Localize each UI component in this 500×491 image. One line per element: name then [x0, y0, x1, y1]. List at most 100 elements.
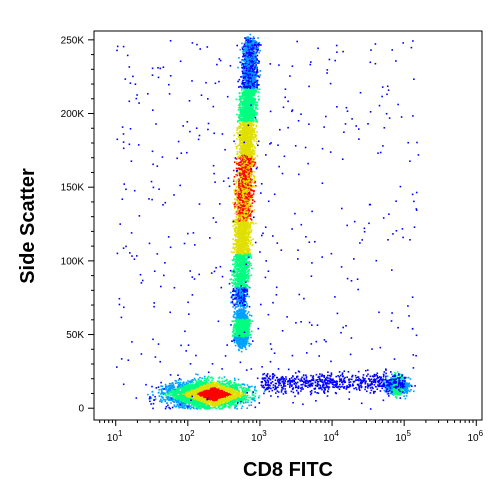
event-dot — [247, 189, 250, 191]
event-dot — [242, 108, 245, 111]
event-dot — [239, 190, 242, 192]
event-dot — [233, 275, 235, 278]
event-dot — [248, 47, 251, 49]
event-dot — [243, 148, 246, 151]
event-dot — [241, 172, 244, 175]
event-dot — [241, 110, 244, 113]
event-dot — [244, 304, 246, 306]
event-dot — [245, 182, 248, 185]
event-dot — [252, 182, 255, 184]
event-dot — [243, 196, 246, 198]
event-dot — [236, 205, 238, 207]
event-dot — [254, 86, 257, 88]
event-dot — [235, 182, 237, 185]
event-dot — [244, 199, 246, 201]
event-dot — [244, 52, 247, 55]
event-dot — [248, 187, 250, 190]
event-dot — [239, 300, 241, 302]
event-dot — [237, 300, 240, 303]
event-dot — [238, 229, 241, 231]
event-dot — [253, 94, 256, 97]
event-dot — [232, 225, 234, 227]
event-dot — [238, 92, 241, 94]
event-dot — [244, 209, 246, 211]
event-dot — [251, 210, 254, 212]
event-dot — [239, 123, 242, 126]
event-dot — [248, 107, 251, 110]
event-dot — [233, 192, 236, 194]
event-dot — [239, 101, 242, 103]
event-dot — [233, 274, 235, 277]
event-dot — [241, 272, 244, 275]
event-dot — [250, 188, 252, 191]
event-dot — [252, 190, 255, 193]
event-dot — [253, 112, 256, 115]
event-dot — [234, 271, 236, 273]
event-dot — [241, 188, 243, 190]
event-dot — [246, 204, 248, 207]
event-dot — [236, 245, 239, 247]
event-dot — [240, 230, 242, 233]
event-dot — [235, 255, 237, 258]
event-dot — [247, 281, 249, 283]
event-dot — [245, 266, 248, 268]
event-dot — [239, 237, 242, 240]
event-dot — [241, 227, 243, 230]
event-dot — [251, 152, 254, 154]
event-dot — [236, 174, 239, 177]
event-dot — [252, 39, 254, 42]
event-dot — [239, 218, 242, 220]
event-dot — [249, 175, 252, 177]
event-dot — [248, 161, 250, 163]
event-dot — [239, 140, 241, 143]
event-dot — [253, 54, 255, 56]
event-dot — [258, 88, 261, 90]
event-dot — [251, 196, 253, 199]
event-dot — [240, 130, 243, 132]
event-dot — [249, 117, 252, 120]
event-dot — [252, 82, 255, 84]
event-dot — [238, 240, 240, 242]
event-dot — [239, 247, 242, 250]
event-dot — [250, 108, 253, 111]
event-dot — [247, 238, 249, 240]
event-dot — [255, 89, 257, 92]
event-dot — [246, 210, 249, 213]
event-dot — [240, 176, 242, 178]
event-dot — [250, 122, 252, 124]
event-dot — [243, 60, 246, 63]
event-dot — [241, 95, 244, 98]
event-dot — [254, 181, 256, 184]
event-dot — [236, 265, 239, 267]
event-dot — [247, 76, 249, 79]
event-dot — [238, 214, 241, 217]
event-dot — [240, 153, 243, 156]
event-dot — [242, 256, 244, 259]
event-dot — [237, 280, 240, 283]
event-dot — [255, 106, 257, 108]
event-dot — [249, 214, 251, 216]
event-dot — [238, 199, 241, 201]
event-dot — [246, 242, 248, 244]
event-dot — [248, 149, 251, 151]
event-dot — [241, 111, 243, 114]
event-dot — [232, 280, 235, 282]
event-dot — [255, 51, 257, 54]
event-dot — [235, 186, 238, 188]
event-dot — [244, 113, 247, 115]
event-dot — [238, 180, 240, 183]
event-dot — [249, 33, 252, 36]
event-dot — [245, 64, 247, 66]
event-dot — [233, 234, 236, 236]
event-dot — [240, 220, 242, 222]
event-dot — [251, 68, 254, 70]
event-dot — [251, 133, 254, 136]
event-dot — [237, 109, 240, 111]
event-dot — [242, 268, 244, 271]
event-dot — [239, 239, 241, 241]
event-dot — [244, 93, 246, 96]
event-dot — [249, 51, 251, 53]
event-dot — [249, 225, 252, 227]
event-dot — [245, 211, 248, 214]
event-dot — [243, 256, 246, 258]
